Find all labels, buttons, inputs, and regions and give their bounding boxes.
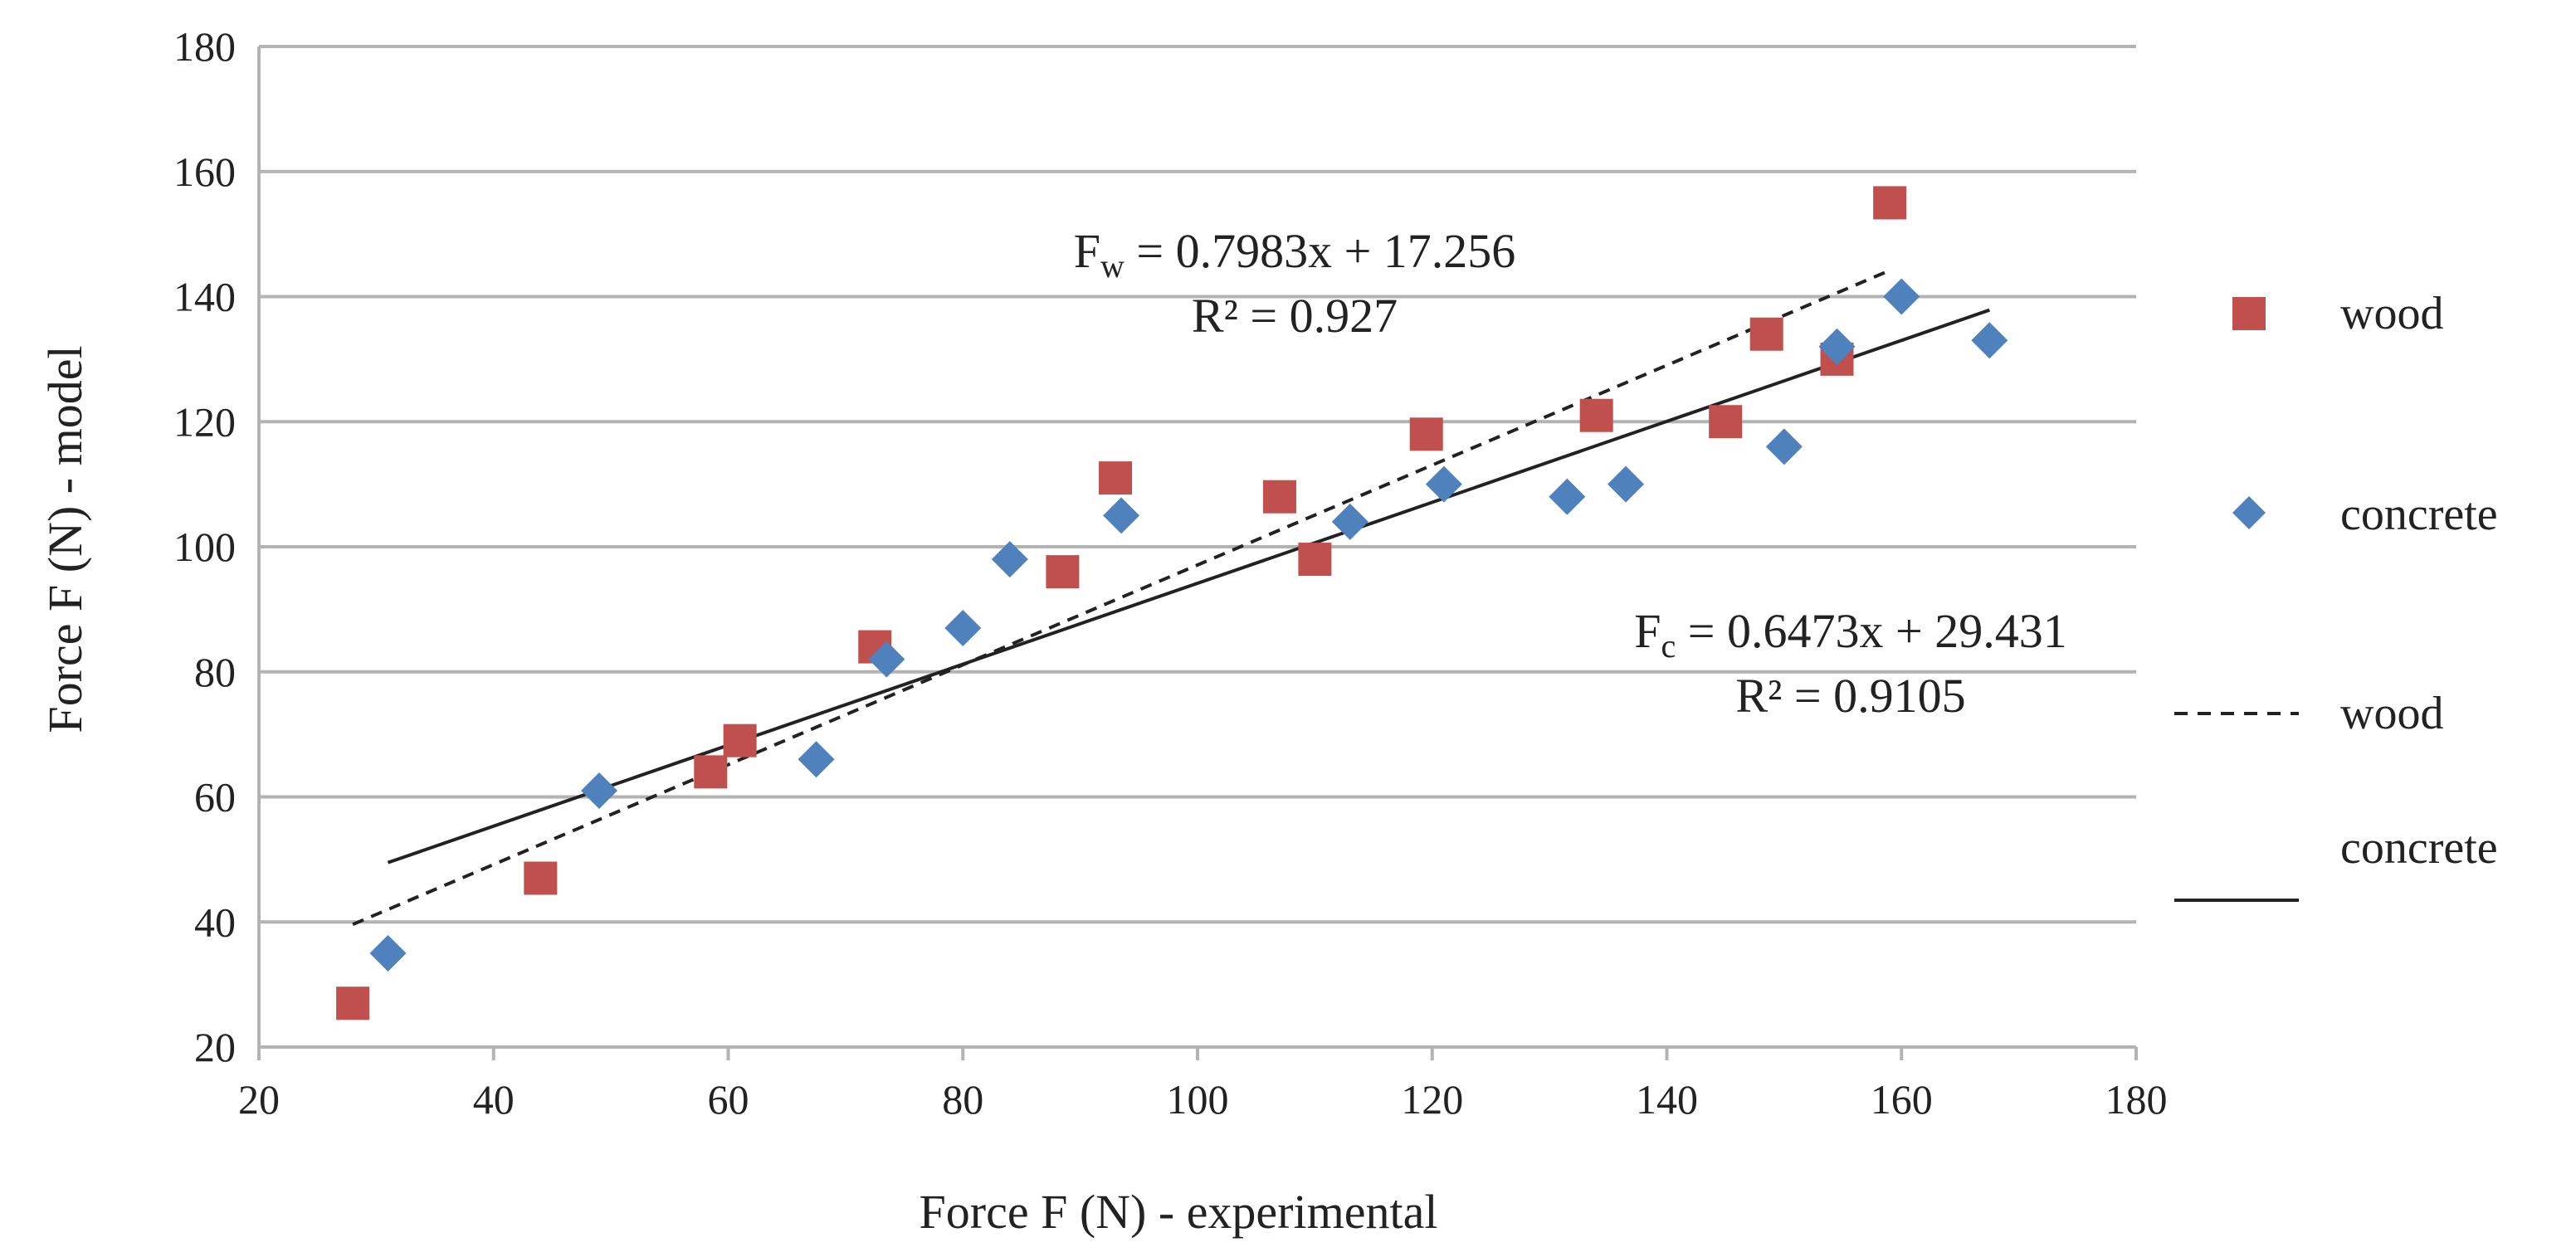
wood-point xyxy=(1409,417,1443,451)
concrete-point xyxy=(369,934,407,972)
data-points xyxy=(336,186,2008,1020)
x-tick-label: 160 xyxy=(1871,1076,1933,1123)
x-axis-title: Force F (N) - experimental xyxy=(920,1185,1438,1239)
concrete-r2: R² = 0.9105 xyxy=(1735,669,1965,723)
concrete-point xyxy=(580,772,617,809)
concrete-point xyxy=(1103,497,1140,534)
legend-concrete-label: concrete xyxy=(2340,489,2498,540)
concrete-eq-main: F xyxy=(1634,604,1661,658)
wood-point xyxy=(1579,398,1613,432)
concrete-trendline xyxy=(387,308,1990,865)
concrete-point xyxy=(991,541,1028,578)
y-tick-label: 140 xyxy=(173,274,236,320)
legend-wood-marker xyxy=(2232,297,2266,330)
wood-point xyxy=(1709,405,1743,439)
x-tick-label: 180 xyxy=(2105,1076,2168,1123)
y-tick-label: 20 xyxy=(194,1024,236,1070)
y-tick-label: 160 xyxy=(173,149,236,195)
concrete-point xyxy=(1608,465,1645,503)
concrete-point xyxy=(868,641,905,678)
wood-point xyxy=(1046,555,1080,589)
concrete-point xyxy=(1883,278,1920,315)
x-tick-label: 140 xyxy=(1636,1076,1698,1123)
y-tick-label: 180 xyxy=(173,23,236,70)
grid-lines xyxy=(259,45,2136,1049)
trendlines xyxy=(352,269,1990,927)
legend-concrete-marker xyxy=(2232,496,2266,529)
concrete-point xyxy=(1549,478,1586,515)
x-tick-label: 100 xyxy=(1167,1076,1229,1123)
concrete-point xyxy=(1331,503,1368,540)
x-tick-label: 80 xyxy=(942,1076,983,1123)
wood-point xyxy=(694,755,728,789)
wood-point xyxy=(1099,461,1133,495)
legend-wood-trend-label: wood xyxy=(2340,688,2443,739)
wood-point xyxy=(723,723,757,757)
wood-point xyxy=(1298,543,1332,577)
wood-point xyxy=(1873,186,1907,220)
wood-trendline xyxy=(352,269,1891,927)
concrete-point xyxy=(1971,322,2008,359)
wood-point xyxy=(1262,480,1296,514)
wood-eq-main: F xyxy=(1074,224,1100,278)
axes: 20 40 60 80 100 120 140 160 180 20 40 60 80 100 120 140… xyxy=(173,23,2168,1123)
concrete-point xyxy=(944,609,982,646)
wood-point xyxy=(336,986,370,1020)
y-tick-label: 120 xyxy=(173,398,236,445)
concrete-point xyxy=(1765,428,1803,465)
concrete-equation: Fc = 0.6473x + 29.431 xyxy=(1634,604,2066,665)
y-tick-label: 100 xyxy=(173,524,236,570)
legend-concrete-trend-label: concrete xyxy=(2340,822,2498,874)
concrete-eq-rest: = 0.6473x + 29.431 xyxy=(1676,604,2066,658)
legend-wood-label: wood xyxy=(2340,288,2443,339)
x-tick-label: 40 xyxy=(473,1076,515,1123)
x-tick-label: 20 xyxy=(238,1076,280,1123)
wood-r2: R² = 0.927 xyxy=(1192,289,1398,343)
concrete-point xyxy=(1818,328,1856,365)
concrete-eq-sub: c xyxy=(1661,627,1676,665)
y-axis-title: Force F (N) - model xyxy=(38,345,92,733)
wood-eq-rest: = 0.7983x + 17.256 xyxy=(1125,224,1515,278)
y-tick-label: 40 xyxy=(194,899,236,945)
x-tick-label: 120 xyxy=(1401,1076,1463,1123)
y-tick-label: 60 xyxy=(194,774,236,821)
wood-point xyxy=(524,861,558,895)
x-tick-label: 60 xyxy=(708,1076,749,1123)
wood-point xyxy=(1749,317,1783,351)
concrete-point xyxy=(798,741,835,778)
concrete-point xyxy=(1425,465,1462,503)
y-tick-label: 80 xyxy=(194,649,236,695)
legend: wood concrete wood concrete xyxy=(2174,288,2498,902)
wood-eq-sub: w xyxy=(1100,247,1125,285)
wood-equation: Fw = 0.7983x + 17.256 xyxy=(1074,224,1516,285)
